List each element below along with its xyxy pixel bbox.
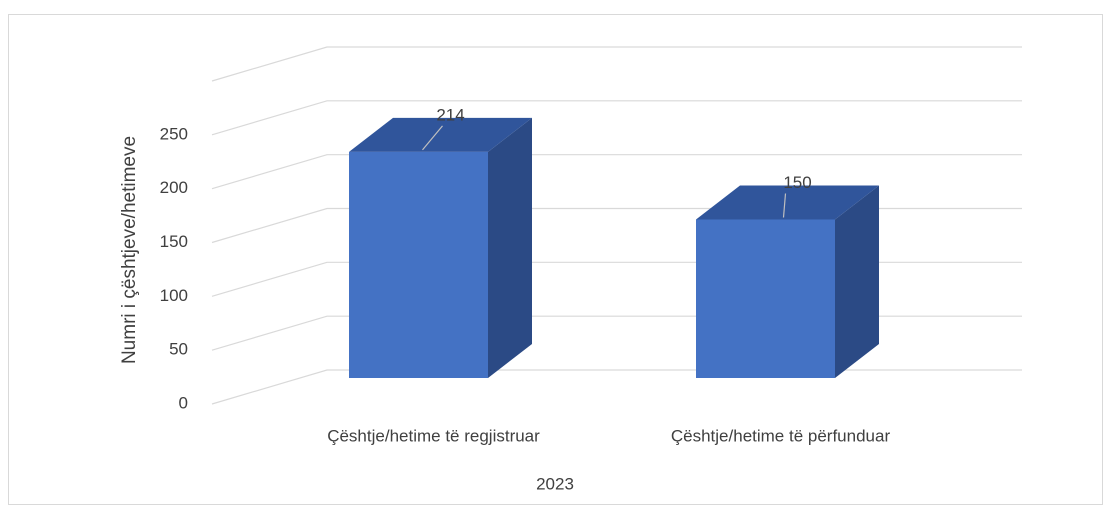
bar [696,185,879,378]
y-tick-label: 100 [160,286,188,305]
y-tick-label: 250 [160,124,188,143]
bar [349,117,532,378]
grid-line [211,46,1022,82]
chart-border [8,14,1103,505]
y-axis-title: Numri i çështjeve/hetimeve [119,136,140,364]
bar-side [835,185,879,378]
bar-top [696,185,879,220]
x-tick-label: Çështje/hetime të përfunduar [671,426,891,445]
bar-side [488,117,532,378]
bar-front [349,151,488,378]
leader-line [422,125,443,151]
y-tick-label: 200 [160,178,188,197]
y-tick-label: 150 [160,232,188,251]
bar-top [349,117,532,152]
grid-line [211,100,1022,136]
y-tick-label: 50 [169,340,188,359]
data-label: 214 [436,105,464,124]
x-tick-label: Çështje/hetime të regjistruar [327,426,540,445]
bar-front [696,219,835,378]
grid-line [211,154,1022,190]
x-axis-title: 2023 [536,474,574,493]
data-label: 150 [783,173,811,192]
leader-line [782,193,787,218]
y-tick-label: 0 [179,393,188,412]
